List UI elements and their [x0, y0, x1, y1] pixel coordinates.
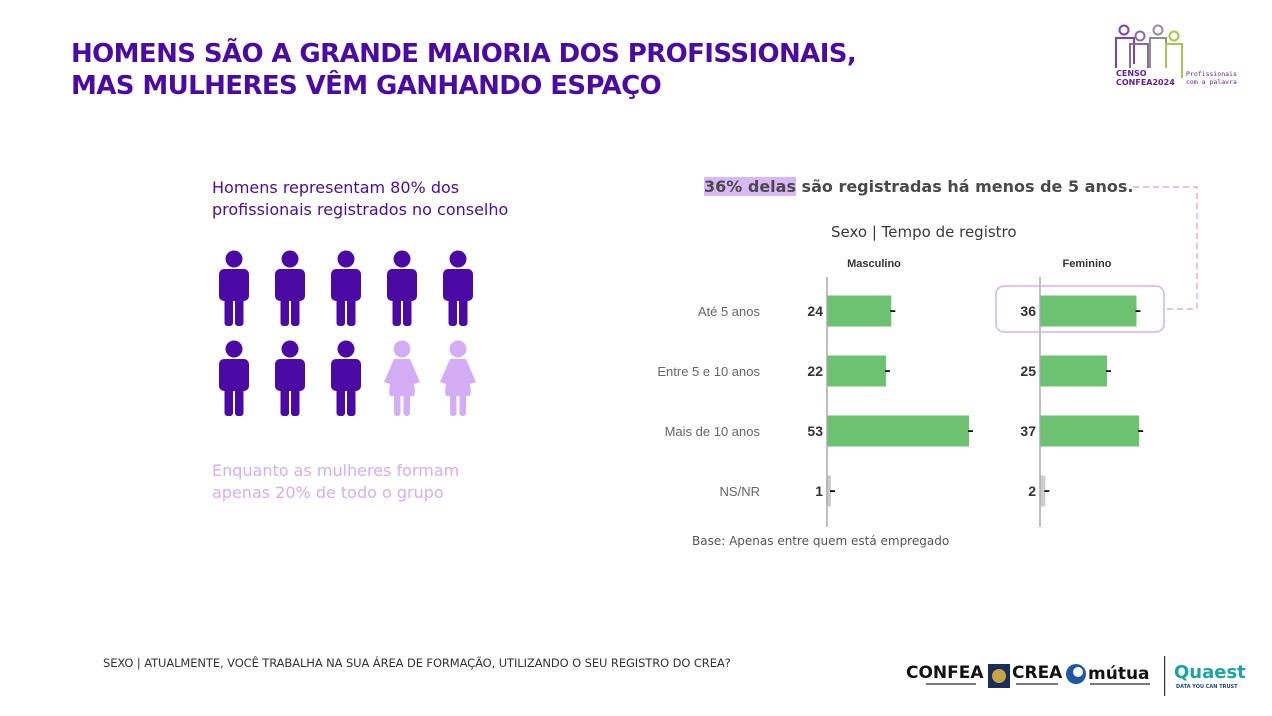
- category-label: NS/NR: [720, 484, 760, 499]
- footer-question: SEXO | ATUALMENTE, VOCÊ TRABALHA NA SUA …: [103, 656, 731, 670]
- error-tick: [890, 310, 896, 312]
- error-tick: [830, 490, 835, 492]
- crea-logo: CREA: [988, 663, 1063, 688]
- women-share-text: Enquanto as mulheres formam apenas 20% d…: [212, 460, 459, 504]
- bar: [827, 415, 970, 447]
- woman-icon: [384, 340, 420, 416]
- data-label: 53: [807, 423, 823, 439]
- man-icon: [275, 250, 305, 326]
- svg-text:CREA: CREA: [1012, 663, 1063, 683]
- partner-logos: CONFEA CREA mútua Quaest DATA YOU CAN TR…: [906, 656, 1246, 696]
- logo-tagline-2: com a palavra: [1186, 78, 1237, 86]
- woman-icon: [440, 340, 476, 416]
- chart-title: Sexo | Tempo de registro: [831, 223, 1017, 241]
- bar: [1040, 295, 1137, 327]
- man-icon: [275, 340, 305, 416]
- series-header: Feminino: [1063, 258, 1112, 270]
- women-share-line-1: Enquanto as mulheres formam: [212, 461, 460, 480]
- gender-pictogram: [219, 250, 476, 416]
- error-tick: [884, 370, 890, 372]
- man-icon: [387, 250, 417, 326]
- bar: [827, 295, 892, 327]
- logo-divider: [1164, 656, 1166, 696]
- man-icon: [219, 340, 249, 416]
- chart-headline: 36% delas são registradas há menos de 5 …: [704, 177, 1133, 196]
- men-share-line-1: Homens representam 80% dos: [212, 178, 460, 197]
- headline-rest: são registradas há menos de 5 anos.: [795, 177, 1134, 196]
- page-title-line-2: MAS MULHERES VÊM GANHANDO ESPAÇO: [71, 71, 662, 101]
- bar: [827, 355, 886, 387]
- page-title-line-1: HOMENS SÃO A GRANDE MAIORIA DOS PROFISSI…: [71, 39, 857, 69]
- error-tick: [1135, 310, 1141, 312]
- data-label: 37: [1020, 423, 1036, 439]
- data-label: 25: [1020, 363, 1036, 379]
- mutua-logo: mútua: [1066, 664, 1150, 685]
- data-label: 24: [807, 303, 823, 319]
- man-icon: [219, 250, 249, 326]
- svg-text:Quaest: Quaest: [1174, 662, 1246, 683]
- category-label: Entre 5 e 10 anos: [657, 364, 760, 379]
- logo-tagline-1: Profissionais: [1186, 70, 1237, 78]
- censo-confea-logo: CENSO CONFEA2024 Profissionais com a pal…: [1115, 24, 1237, 87]
- category-label: Mais de 10 anos: [665, 424, 761, 439]
- confea-logo: CONFEA: [906, 663, 984, 685]
- data-label: 1: [815, 483, 823, 499]
- man-icon: [443, 250, 473, 326]
- men-share-text: Homens representam 80% dos profissionais…: [212, 177, 508, 221]
- quaest-logo: Quaest DATA YOU CAN TRUST: [1174, 662, 1246, 690]
- svg-text:CONFEA: CONFEA: [906, 663, 984, 683]
- data-label: 22: [807, 363, 823, 379]
- data-label: 36: [1020, 303, 1036, 319]
- error-tick: [1044, 490, 1050, 492]
- chart-base-note: Base: Apenas entre quem está empregado: [692, 534, 950, 548]
- bar: [1040, 475, 1046, 507]
- svg-text:DATA YOU CAN TRUST: DATA YOU CAN TRUST: [1176, 684, 1238, 690]
- bar: [1040, 355, 1107, 387]
- data-label: 2: [1028, 483, 1036, 499]
- tenure-bar-chart: Até 5 anos Entre 5 e 10 anos Mais de 10 an…: [657, 258, 1165, 527]
- bar: [1040, 415, 1140, 447]
- bar: [827, 475, 831, 507]
- highlight-box: [995, 285, 1165, 333]
- svg-text:mútua: mútua: [1088, 664, 1150, 684]
- error-tick: [968, 430, 974, 432]
- headline-highlight: 36% delas: [704, 177, 796, 196]
- logo-confea2024-text: CONFEA2024: [1116, 78, 1175, 87]
- man-icon: [331, 250, 361, 326]
- women-share-line-2: apenas 20% de todo o grupo: [212, 483, 444, 502]
- man-icon: [331, 340, 361, 416]
- logo-censo-text: CENSO: [1116, 69, 1147, 78]
- series-header: Masculino: [847, 258, 901, 270]
- error-tick: [1106, 370, 1111, 372]
- category-label: Até 5 anos: [698, 304, 761, 319]
- page-title: HOMENS SÃO A GRANDE MAIORIA DOS PROFISSI…: [71, 38, 857, 102]
- men-share-line-2: profissionais registrados no conselho: [212, 200, 509, 219]
- error-tick: [1138, 430, 1144, 432]
